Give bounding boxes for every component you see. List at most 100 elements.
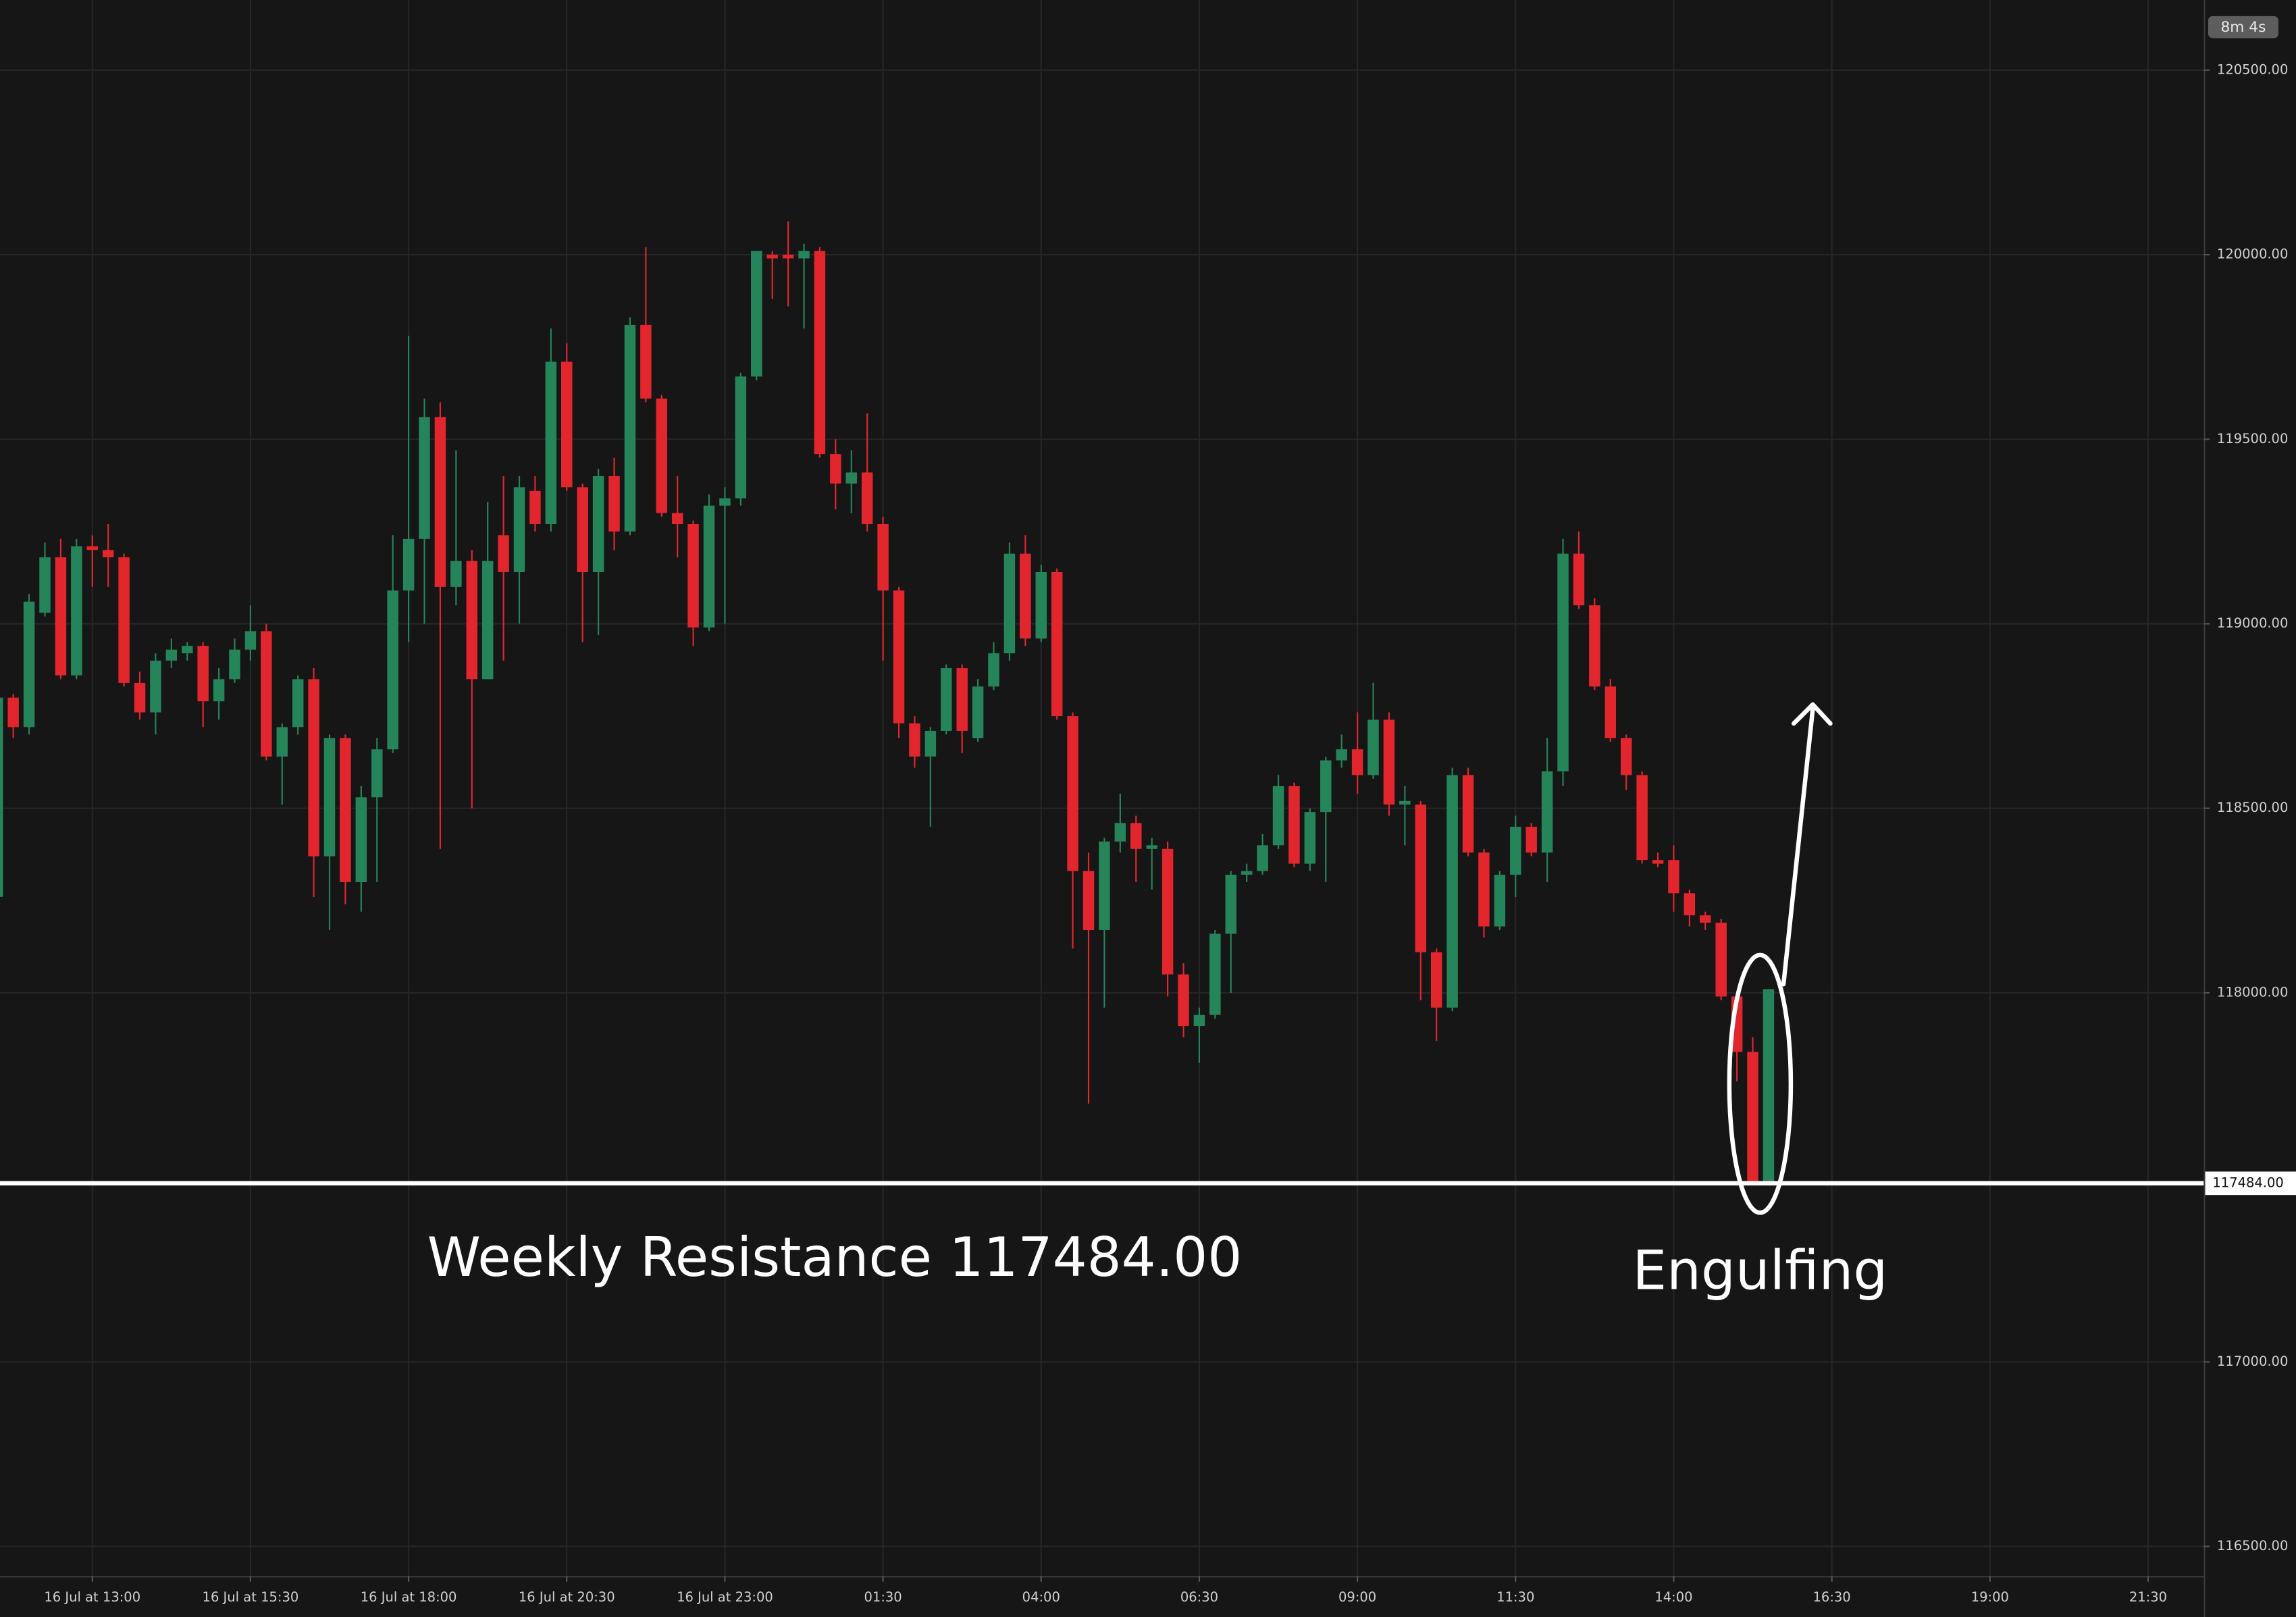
candle-body xyxy=(292,679,304,727)
candle-body xyxy=(1715,923,1727,997)
candle-body xyxy=(1478,852,1490,927)
candle-body xyxy=(782,255,794,259)
candle-body xyxy=(402,538,415,591)
x-tick-label: 16 Jul at 23:00 xyxy=(677,1589,773,1605)
countdown: 8m 4s xyxy=(2221,19,2266,36)
grid xyxy=(0,0,2204,1576)
candle-body xyxy=(1082,871,1095,931)
x-tick-label: 16 Jul at 15:30 xyxy=(203,1589,299,1605)
candle-body xyxy=(687,523,699,627)
candle-body xyxy=(1272,786,1284,846)
candle-body xyxy=(909,723,920,757)
plot-area: Weekly Resistance 117484.00 xyxy=(0,221,2204,1289)
candle-body xyxy=(751,251,762,377)
candle-body xyxy=(1320,760,1332,813)
x-tick-label: 06:30 xyxy=(1180,1589,1218,1605)
candle-body xyxy=(1114,823,1126,842)
candle-body xyxy=(1130,823,1142,849)
candle-body xyxy=(23,601,35,727)
candle-body xyxy=(941,668,952,731)
candle-body xyxy=(577,487,588,572)
candle-body xyxy=(1367,719,1379,775)
candle-body xyxy=(102,550,114,558)
candle-body xyxy=(434,417,446,587)
candle-body xyxy=(323,738,336,856)
candle-body xyxy=(624,324,636,532)
candle-body xyxy=(1636,775,1648,861)
candle-body xyxy=(1700,915,1711,923)
candle-body xyxy=(39,557,51,613)
y-tick-label: 120000.00 xyxy=(2217,247,2288,262)
x-tick-label: 16 Jul at 20:30 xyxy=(519,1589,615,1605)
candle-body xyxy=(1763,989,1775,1181)
candle-body xyxy=(1035,571,1047,639)
candle-body xyxy=(182,646,193,654)
candle-body xyxy=(1336,749,1347,761)
candle-body xyxy=(656,399,668,513)
x-tick-label: 01:30 xyxy=(864,1589,902,1605)
candle-body xyxy=(1351,749,1363,775)
candle-body xyxy=(213,679,225,702)
candle-body xyxy=(1462,775,1474,853)
x-tick-label: 16 Jul at 13:00 xyxy=(44,1589,140,1605)
candle-body xyxy=(798,251,810,259)
candle-body xyxy=(165,649,178,661)
candle-body xyxy=(466,561,478,679)
x-tick-label: 19:00 xyxy=(1971,1589,2009,1605)
candle-body xyxy=(1304,812,1316,864)
candle-body xyxy=(1620,738,1632,775)
candle-body xyxy=(529,490,541,524)
x-tick-label: 16:30 xyxy=(1813,1589,1851,1605)
candle-body xyxy=(703,505,715,627)
y-tick-label: 120500.00 xyxy=(2217,61,2288,77)
candle-body xyxy=(0,697,3,897)
candle-body xyxy=(118,557,130,683)
candle-body xyxy=(481,561,494,679)
y-tick-label: 119500.00 xyxy=(2217,431,2288,446)
candle-body xyxy=(1383,719,1395,805)
x-tick-label: 04:00 xyxy=(1022,1589,1060,1605)
candle-body xyxy=(276,727,288,757)
candle-body xyxy=(1652,860,1664,864)
candle-body xyxy=(1209,933,1221,1015)
candle-body xyxy=(735,376,747,498)
candle-body xyxy=(371,749,383,798)
candle-body xyxy=(893,590,905,724)
candle-body xyxy=(861,472,873,524)
candle-body xyxy=(1494,875,1506,927)
candle-body xyxy=(1510,827,1521,875)
candle-body xyxy=(972,686,984,738)
resistance-annotation: Weekly Resistance 117484.00 xyxy=(427,1226,1243,1289)
pattern-label: Engulfing xyxy=(1632,1239,1887,1302)
candle-body xyxy=(1573,553,1585,606)
candle-body xyxy=(814,251,826,455)
candle-body xyxy=(387,590,398,750)
resistance-badge xyxy=(2205,1171,2296,1196)
countdown-badge xyxy=(2208,16,2278,38)
candle-body xyxy=(1604,686,1617,738)
y-tick-label: 118000.00 xyxy=(2217,984,2288,1000)
candle-body xyxy=(1747,1052,1758,1181)
candle-body xyxy=(419,417,430,539)
candle-body xyxy=(513,487,525,572)
candle-body xyxy=(498,535,509,572)
candle-body xyxy=(340,738,351,882)
candle-body xyxy=(261,631,272,757)
candle-body xyxy=(1668,860,1679,894)
candle-body xyxy=(1241,871,1253,875)
candle-body xyxy=(608,476,620,532)
candle-body xyxy=(545,361,557,524)
candle-body xyxy=(719,498,731,506)
candle-body xyxy=(592,476,604,572)
candle-body xyxy=(197,646,209,702)
resistance-price-label: 117484.00 xyxy=(2212,1175,2283,1190)
candle-body xyxy=(71,546,82,675)
candle-body xyxy=(150,661,161,713)
candle-body xyxy=(1446,775,1458,1008)
candle-body xyxy=(1162,848,1174,975)
candle-body xyxy=(1541,771,1553,853)
candle-body xyxy=(1257,845,1268,871)
pattern-ellipse xyxy=(1727,952,1794,1215)
